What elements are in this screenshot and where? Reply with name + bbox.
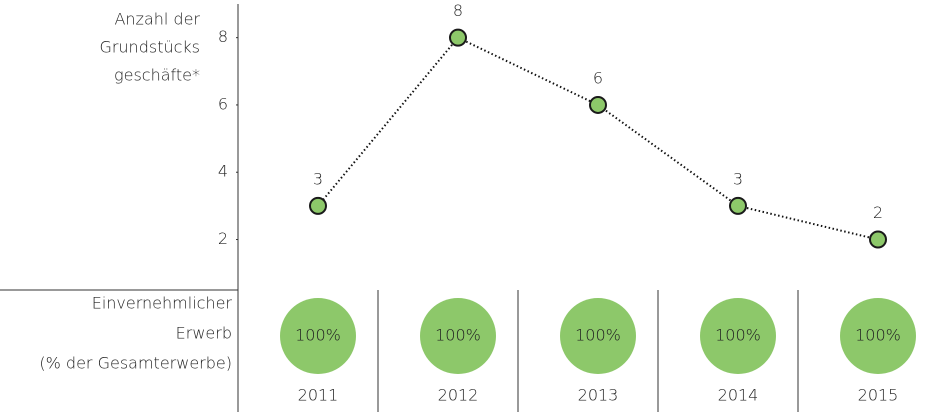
- share-label: 100%: [295, 326, 341, 345]
- x-tick-label: 2012: [438, 386, 479, 405]
- x-tick-label: 2011: [298, 386, 339, 405]
- y-tick-label: 8: [218, 27, 228, 46]
- data-label: 8: [453, 1, 463, 20]
- row-label: (% der Gesamterwerbe): [39, 354, 232, 373]
- row-label: Erwerb: [176, 324, 232, 343]
- share-circle: [700, 298, 776, 374]
- y-axis-title: Anzahl der: [114, 10, 200, 29]
- y-tick-label: 2: [218, 229, 228, 248]
- x-tick-label: 2013: [578, 386, 619, 405]
- data-label: 3: [733, 169, 743, 188]
- data-point: [729, 196, 747, 215]
- share-circle: [560, 298, 636, 374]
- share-label: 100%: [575, 326, 621, 345]
- data-point: [309, 196, 327, 215]
- y-axis-title: geschäfte*: [114, 66, 200, 85]
- y-axis-title: Grundstücks: [99, 38, 200, 57]
- share-circle: [280, 298, 356, 374]
- data-point: [449, 28, 467, 47]
- share-circle: [840, 298, 916, 374]
- row-label: Einvernehmlicher: [92, 294, 233, 313]
- share-circle: [420, 298, 496, 374]
- share-label: 100%: [435, 326, 481, 345]
- y-tick-label: 4: [218, 162, 228, 181]
- share-label: 100%: [855, 326, 901, 345]
- data-point: [589, 95, 607, 114]
- x-tick-label: 2015: [858, 386, 899, 405]
- share-label: 100%: [715, 326, 761, 345]
- data-label: 6: [593, 68, 603, 87]
- data-point: [869, 230, 887, 249]
- y-tick-label: 6: [218, 94, 228, 113]
- data-label: 3: [313, 169, 323, 188]
- x-tick-label: 2014: [718, 386, 759, 405]
- data-label: 2: [873, 203, 883, 222]
